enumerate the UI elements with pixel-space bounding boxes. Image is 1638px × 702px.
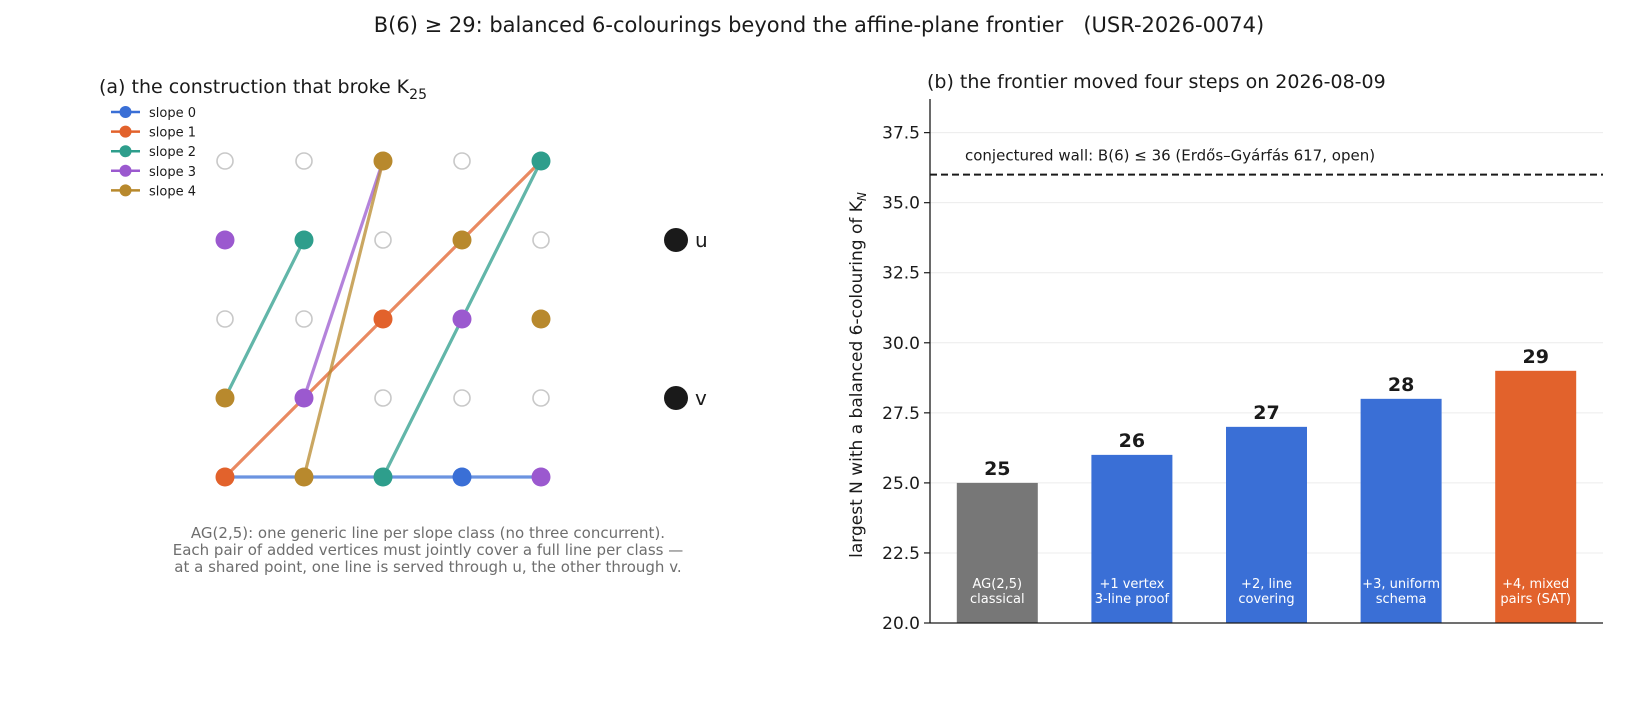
panel-a-caption-line-3: at a shared point, one line is served th…: [174, 558, 681, 576]
slope-4-line-5: [302, 159, 385, 479]
bar-category-label-0-1: classical: [970, 592, 1025, 607]
grid-point-slope-4: [215, 388, 235, 408]
legend-marker-1: [119, 125, 132, 138]
bar-category-label-3-0: +3, uniform: [1362, 577, 1440, 592]
legend-label-1: slope 1: [149, 126, 196, 141]
panel-a: (a) the construction that broke K25 slop…: [99, 76, 708, 576]
panel-b-reference: conjectured wall: B(6) ≤ 36 (Erdős–Gyárf…: [930, 147, 1603, 176]
panel-a-title-main: (a) the construction that broke K: [99, 76, 410, 98]
panel-a-points: [215, 151, 551, 487]
reference-line-label: conjectured wall: B(6) ≤ 36 (Erdős–Gyárf…: [965, 147, 1375, 165]
panel-b-title: (b) the frontier moved four steps on 202…: [927, 71, 1386, 93]
legend-label-3: slope 3: [149, 165, 196, 180]
y-tick-label: 32.5: [882, 264, 920, 284]
legend-marker-3: [119, 164, 132, 177]
bar-value-label-4: 29: [1522, 346, 1548, 368]
legend-marker-2: [119, 145, 132, 158]
panel-a-extra-vertices: uv: [664, 228, 708, 410]
grid-point-empty: [532, 231, 550, 249]
grid-point-empty: [532, 389, 550, 407]
grid-point-empty: [374, 389, 392, 407]
panel-a-caption-line-2: Each pair of added vertices must jointly…: [173, 541, 684, 559]
grid-point-empty: [453, 152, 471, 170]
y-tick-label: 30.0: [882, 334, 920, 354]
bar-category-label-3-1: schema: [1376, 592, 1427, 607]
legend-label-2: slope 2: [149, 145, 196, 160]
bar-value-label-1: 26: [1119, 430, 1145, 452]
panel-a-caption-line-1: AG(2,5): one generic line per slope clas…: [191, 524, 665, 542]
grid-point-slope-4: [373, 151, 393, 171]
y-tick-label: 20.0: [882, 614, 920, 634]
panel-b-yticks: 20.0 22.5 25.0 27.5 30.0 32.5 35.0 37.5: [882, 124, 930, 634]
grid-point-slope-0: [452, 467, 472, 487]
grid-point-empty: [374, 231, 392, 249]
panel-a-title-subscript: 25: [409, 87, 427, 103]
bar-0: [956, 482, 1038, 623]
y-tick-label: 27.5: [882, 404, 920, 424]
y-tick-label: 22.5: [882, 544, 920, 564]
bar-category-label-4-1: pairs (SAT): [1500, 592, 1571, 607]
legend-marker-4: [119, 184, 132, 197]
grid-point-slope-2: [531, 151, 551, 171]
bar-category-label-2-0: +2, line: [1241, 577, 1292, 592]
bar-value-label-3: 28: [1388, 374, 1414, 396]
extra-vertex-v: [664, 386, 688, 410]
grid-point-empty: [216, 152, 234, 170]
panel-b-axes: [929, 99, 1603, 624]
panel-b-y-axis-label-main: largest N with a balanced 6-colouring of…: [847, 200, 867, 558]
panel-a-title: (a) the construction that broke K25: [99, 76, 427, 103]
bar-category-label-0-0: AG(2,5): [973, 577, 1023, 592]
bar-category-label-2-1: covering: [1238, 592, 1294, 607]
bar-3: [1360, 398, 1442, 623]
grid-point-slope-4: [294, 467, 314, 487]
grid-point-slope-1: [215, 467, 235, 487]
bar-4: [1495, 370, 1577, 623]
grid-point-slope-2: [294, 230, 314, 250]
y-tick-label: 35.0: [882, 194, 920, 214]
y-tick-label: 25.0: [882, 474, 920, 494]
bar-value-label-0: 25: [984, 458, 1010, 480]
bar-2: [1226, 426, 1307, 623]
bar-value-label-2: 27: [1253, 402, 1279, 424]
slope-2-line-2: [223, 238, 306, 400]
legend-label-0: slope 0: [149, 106, 196, 121]
bar-category-label-4-0: +4, mixed: [1502, 577, 1569, 592]
grid-point-empty: [295, 310, 313, 328]
grid-point-slope-3: [452, 309, 472, 329]
grid-point-empty: [453, 389, 471, 407]
extra-vertex-label-v: v: [695, 386, 707, 410]
grid-point-slope-4: [452, 230, 472, 250]
grid-point-slope-3: [294, 388, 314, 408]
grid-point-slope-3: [215, 230, 235, 250]
bar-category-label-1-1: 3-line proof: [1095, 592, 1170, 607]
panel-b-y-axis-label: largest N with a balanced 6-colouring of…: [847, 192, 869, 558]
legend-label-4: slope 4: [149, 184, 196, 199]
bar-category-label-1-0: +1 vertex: [1099, 577, 1164, 592]
panel-b: (b) the frontier moved four steps on 202…: [847, 71, 1603, 634]
legend-marker-0: [119, 106, 132, 118]
grid-point-slope-3: [531, 467, 551, 487]
grid-point-slope-2: [373, 467, 393, 487]
extra-vertex-label-u: u: [695, 228, 708, 252]
grid-point-empty: [216, 310, 234, 328]
bar-1: [1091, 454, 1173, 623]
grid-point-slope-1: [373, 309, 393, 329]
y-tick-label: 37.5: [882, 124, 920, 144]
slope-3-line-4: [302, 159, 385, 400]
grid-point-empty: [295, 152, 313, 170]
extra-vertex-u: [664, 228, 688, 252]
grid-point-slope-4: [531, 309, 551, 329]
panel-a-legend: slope 0 slope 1 slope 2 slope 3 slope 4: [111, 106, 196, 199]
panel-b-y-axis-label-subscript: N: [855, 192, 869, 201]
figure-title: B(6) ≥ 29: balanced 6-colourings beyond …: [374, 13, 1264, 37]
